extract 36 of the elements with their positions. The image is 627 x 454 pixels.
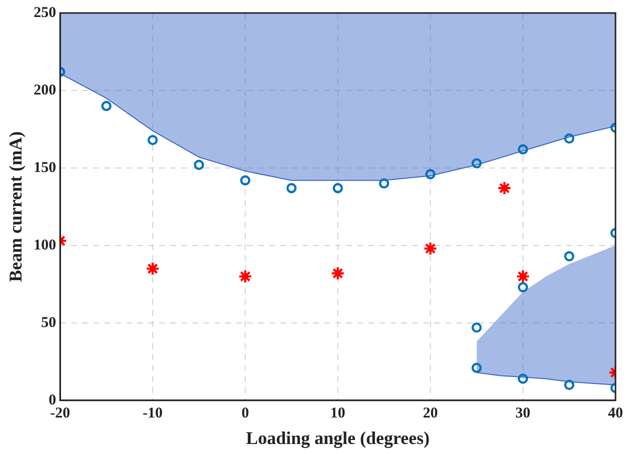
x-tick-label: 20	[422, 405, 438, 422]
point	[194, 160, 204, 170]
point	[518, 282, 528, 292]
x-tick-label: 30	[515, 405, 530, 422]
point	[286, 183, 297, 194]
point	[518, 374, 528, 384]
x-tick-label: -10	[142, 405, 163, 422]
x-tick-label: 0	[241, 405, 249, 422]
point	[472, 362, 482, 373]
point	[330, 266, 345, 280]
y-tick-label: 100	[34, 237, 56, 254]
x-tick-label: 10	[330, 405, 346, 422]
point	[564, 251, 574, 262]
point	[518, 144, 528, 154]
point	[423, 241, 438, 256]
x-axis-title: Loading angle (degrees)	[246, 428, 430, 448]
point	[148, 134, 158, 146]
y-tick-label: 150	[34, 160, 56, 176]
y-tick-label: 200	[34, 82, 56, 98]
y-tick-label: 250	[34, 4, 56, 21]
point	[472, 322, 482, 333]
point	[101, 100, 112, 112]
point	[425, 169, 436, 180]
point	[472, 158, 482, 168]
point	[378, 178, 390, 189]
point	[240, 175, 250, 186]
point	[332, 183, 343, 194]
y-tick-label: 50	[41, 314, 56, 331]
point	[516, 269, 530, 284]
point	[497, 181, 512, 196]
point	[146, 262, 160, 276]
point	[564, 380, 574, 390]
point	[564, 133, 574, 144]
y-axis-title: Beam current (mA)	[5, 131, 26, 282]
x-tick-label: 40	[608, 405, 623, 422]
point	[238, 269, 252, 284]
